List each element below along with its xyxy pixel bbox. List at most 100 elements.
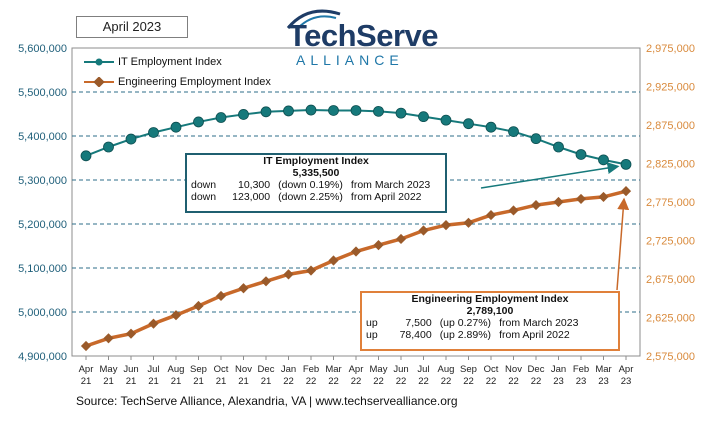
it-row1-amt: 10,300 xyxy=(237,179,271,191)
legend-item-eng: Engineering Employment Index xyxy=(84,72,271,92)
it-point xyxy=(125,133,137,145)
it-point xyxy=(418,111,429,123)
x-tick-label-year: 21 xyxy=(103,376,114,387)
eng-point xyxy=(80,340,92,352)
it-callout-row: down 10,300 (down 0.19%) from March 2023 xyxy=(187,179,434,191)
it-point xyxy=(553,141,564,153)
x-tick-label-year: 22 xyxy=(373,376,384,387)
right-axis-tick-label: 2,625,000 xyxy=(646,313,695,325)
it-point xyxy=(485,121,497,133)
eng-callout-row: up 78,400 (up 2.89%) from April 2022 xyxy=(362,329,582,341)
right-axis-tick-label: 2,975,000 xyxy=(646,43,695,55)
x-tick-label-year: 21 xyxy=(148,376,159,387)
eng-callout-title: Engineering Employment Index xyxy=(411,293,569,305)
eng-point xyxy=(620,186,632,197)
it-point xyxy=(305,104,317,116)
chart-legend: IT Employment Index Engineering Employme… xyxy=(84,52,271,92)
eng-point xyxy=(485,209,497,221)
x-tick-label-year: 22 xyxy=(306,376,317,387)
it-point xyxy=(328,105,339,116)
right-axis-tick-label: 2,575,000 xyxy=(646,351,695,363)
x-tick-label-month: Jun xyxy=(123,364,138,375)
eng-point xyxy=(238,283,249,294)
eng-point xyxy=(170,310,182,321)
x-tick-label-month: Apr xyxy=(79,364,94,375)
x-tick-label-month: May xyxy=(370,364,388,375)
x-tick-label-month: Mar xyxy=(595,364,611,375)
source-note: Source: TechServe Alliance, Alexandria, … xyxy=(76,394,458,408)
x-tick-label-year: 22 xyxy=(396,376,407,387)
it-point xyxy=(103,141,114,153)
it-point xyxy=(283,105,294,117)
x-tick-label-month: Oct xyxy=(484,364,499,375)
right-axis-tick-label: 2,725,000 xyxy=(646,236,695,248)
it-row1-from: from March 2023 xyxy=(350,179,431,191)
legend-label-it: IT Employment Index xyxy=(118,56,222,68)
it-callout-value: 5,335,500 xyxy=(292,167,340,179)
it-point xyxy=(373,105,384,117)
eng-callout-value: 2,789,100 xyxy=(466,305,514,317)
eng-point xyxy=(125,328,137,339)
x-tick-label-year: 21 xyxy=(81,376,92,387)
x-tick-label-month: Dec xyxy=(528,364,545,375)
left-axis-tick-label: 5,400,000 xyxy=(18,131,67,143)
it-row2-dir: down xyxy=(191,191,217,203)
eng-point xyxy=(283,269,294,280)
eng-point xyxy=(373,240,384,251)
right-axis-tick-label: 2,825,000 xyxy=(646,159,695,171)
eng-row1-from: from March 2023 xyxy=(499,317,579,329)
x-tick-label-year: 21 xyxy=(238,376,249,387)
it-callout-arrow xyxy=(480,162,620,189)
it-callout-row: down 123,000 (down 2.25%) from April 202… xyxy=(187,191,434,203)
it-callout-table: down 10,300 (down 0.19%) from March 2023… xyxy=(187,179,434,203)
x-tick-label-month: Sep xyxy=(190,364,207,375)
eng-callout-table: up 7,500 (up 0.27%) from March 2023 up 7… xyxy=(362,317,582,341)
eng-point xyxy=(530,199,542,211)
legend-swatch-it xyxy=(84,58,114,66)
eng-row2-pct: (up 2.89%) xyxy=(439,329,492,341)
left-axis-tick-label: 5,100,000 xyxy=(18,263,67,275)
left-axis-tick-label: 5,000,000 xyxy=(18,307,67,319)
it-row2-pct: (down 2.25%) xyxy=(278,191,343,203)
logo-arc-icon xyxy=(286,9,341,29)
x-tick-label-month: Aug xyxy=(168,364,185,375)
date-label: April 2023 xyxy=(76,16,188,38)
it-point xyxy=(193,116,204,128)
x-tick-label-year: 21 xyxy=(171,376,182,387)
it-point xyxy=(395,107,407,119)
it-point xyxy=(238,109,249,120)
it-point xyxy=(440,114,452,126)
x-tick-label-month: May xyxy=(100,364,118,375)
left-axis-tick-label: 5,500,000 xyxy=(18,87,67,99)
x-tick-label-year: 23 xyxy=(598,376,609,387)
it-row2-from: from April 2022 xyxy=(350,191,422,203)
it-callout: IT Employment Index 5,335,500 down 10,30… xyxy=(185,153,447,213)
x-tick-label-month: Feb xyxy=(303,364,319,375)
left-axis-tick-label: 5,300,000 xyxy=(18,175,67,187)
x-tick-label-year: 21 xyxy=(193,376,204,387)
eng-point xyxy=(395,233,407,245)
x-tick-label-year: 21 xyxy=(261,376,272,387)
x-tick-label-year: 22 xyxy=(283,376,294,387)
logo-main-text: TechServe xyxy=(288,18,439,53)
eng-row2-amt: 78,400 xyxy=(399,329,432,341)
x-tick-label-year: 23 xyxy=(576,376,587,387)
it-point xyxy=(575,149,587,160)
x-tick-label-month: Apr xyxy=(619,364,634,375)
x-tick-label-month: Mar xyxy=(325,364,341,375)
x-tick-label-year: 23 xyxy=(553,376,564,387)
it-point xyxy=(620,158,632,170)
x-tick-label-month: Jan xyxy=(281,364,296,375)
eng-callout-arrow xyxy=(616,197,630,291)
legend-label-eng: Engineering Employment Index xyxy=(118,76,271,88)
it-row1-pct: (down 0.19%) xyxy=(278,179,343,191)
eng-callout-row: up 7,500 (up 0.27%) from March 2023 xyxy=(362,317,582,329)
eng-point xyxy=(440,220,452,231)
eng-row1-pct: (up 0.27%) xyxy=(439,317,492,329)
x-tick-label-month: Dec xyxy=(258,364,275,375)
right-axis-tick-label: 2,925,000 xyxy=(646,82,695,94)
x-tick-label-month: Jun xyxy=(393,364,408,375)
it-point xyxy=(260,106,272,118)
x-tick-label-year: 22 xyxy=(351,376,362,387)
